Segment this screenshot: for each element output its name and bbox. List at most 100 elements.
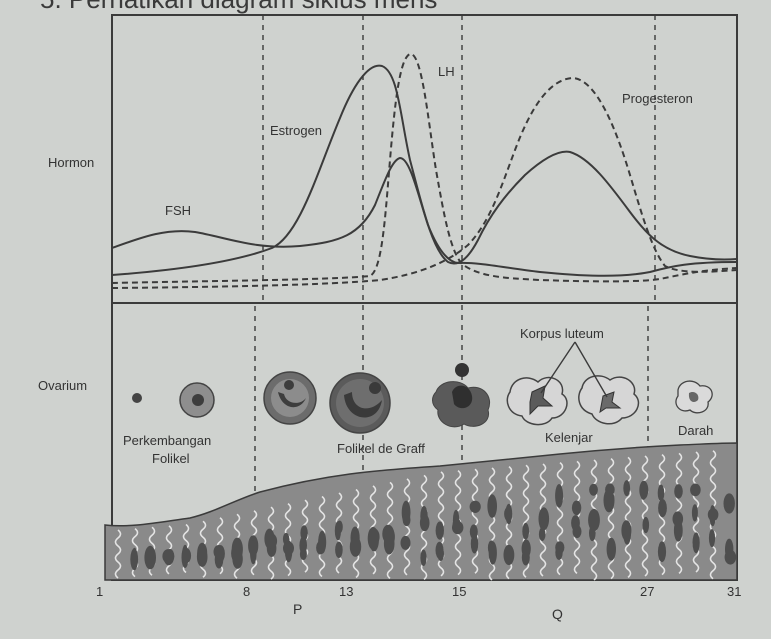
vessel-oval [707,508,719,522]
phase-q-label: Q [552,606,563,622]
vessel-oval [182,548,192,564]
vessel-oval [383,526,395,548]
vessel-oval [231,545,240,562]
gland-line [301,499,309,573]
vessel-oval [283,541,294,556]
graafian-follicle [329,372,391,434]
vessel-oval [487,540,495,555]
vessel-oval [538,527,546,541]
follicle-stages [132,363,713,434]
day-tick-1: 1 [96,584,103,599]
vessel-oval [642,516,650,534]
vessel-oval [606,537,616,561]
vessel-oval [657,484,665,502]
vessel-oval [213,545,224,559]
folikel-de-graff-label: Folikel de Graff [337,441,425,456]
vessel-oval [130,548,139,570]
estrogen-curve [111,64,738,276]
vessel-oval [621,520,632,541]
vessel-oval [165,549,175,564]
follicle-stage-3 [263,371,317,425]
vessel-oval [487,494,498,518]
vessel-oval [250,540,257,565]
corpus-albicans [675,380,713,414]
vessel-oval [369,529,379,552]
korpus-luteum-pointers [540,341,608,398]
gland-line [114,529,122,579]
title-partial: 5. Perhatikan diagram siklus mens [40,0,437,14]
vessel-oval [571,500,582,516]
vessel-oval [692,532,700,554]
vessel-oval [349,536,362,557]
vessel-oval [469,500,481,513]
vessel-oval [437,547,445,561]
kelenjar-label: Kelenjar [545,430,593,445]
endometrial-vessels [130,480,737,571]
vessel-oval [318,530,327,554]
fsh-curve [111,156,738,277]
vessel-oval [420,549,427,567]
day-tick-8: 8 [243,584,250,599]
fsh-label: FSH [165,203,191,218]
vessel-oval [470,533,479,554]
vessel-oval [708,529,716,548]
follicle-stage-1 [132,393,142,403]
day-tick-31: 31 [727,584,741,599]
vessel-oval [572,524,582,539]
gland-line [403,478,411,576]
vessel-oval [539,517,548,531]
vessel-oval [452,518,461,531]
vessel-oval [691,504,698,522]
ovarium-label: Ovarium [38,378,87,393]
day-tick-13: 13 [339,584,353,599]
gland-line [624,456,632,578]
vessel-oval [555,541,565,554]
vessel-oval [589,483,598,496]
estrogen-label: Estrogen [270,123,322,138]
gland-line [488,467,496,581]
gland-line [471,468,479,574]
vessel-oval [334,521,341,541]
endometrium-tissue [104,442,738,581]
hormon-label: Hormon [48,155,94,170]
vessel-oval [673,519,683,542]
follicle-stage-2 [179,382,215,418]
vessel-oval [657,541,667,563]
vessel-oval [144,545,156,570]
vessel-oval [725,538,734,560]
day-tick-27: 27 [640,584,654,599]
vessel-oval [690,483,701,497]
vessel-oval [264,528,275,549]
vessel-oval [335,541,343,558]
vessel-oval [435,521,444,540]
vessel-oval [521,539,531,558]
corpus-luteum-stage-2 [578,375,640,425]
gland-line [284,502,292,577]
gland-line [641,455,649,577]
phase-p-label: P [293,601,302,617]
progesteron-curve [111,76,738,289]
vessel-oval [658,499,667,518]
vessel-oval [640,483,647,500]
vessel-oval [300,525,308,541]
ovulation-follicle [432,363,490,428]
lh-curve [111,53,738,284]
vessel-oval [299,548,307,560]
vessel-oval [555,484,564,508]
hormone-curves [111,53,738,289]
vessel-oval [400,535,411,550]
vessel-oval [605,483,615,497]
perkembangan-label: Perkembangan [123,433,211,448]
day-tick-15: 15 [452,584,466,599]
corpus-luteum-stage-1 [506,376,568,426]
vessel-oval [623,480,631,497]
folikel-label: Folikel [152,451,190,466]
vessel-oval [588,508,600,532]
progesteron-label: Progesteron [622,91,693,106]
vessel-oval [522,522,530,540]
korpus-luteum-label: Korpus luteum [520,326,604,341]
vessel-oval [505,503,513,525]
darah-label: Darah [678,423,713,438]
